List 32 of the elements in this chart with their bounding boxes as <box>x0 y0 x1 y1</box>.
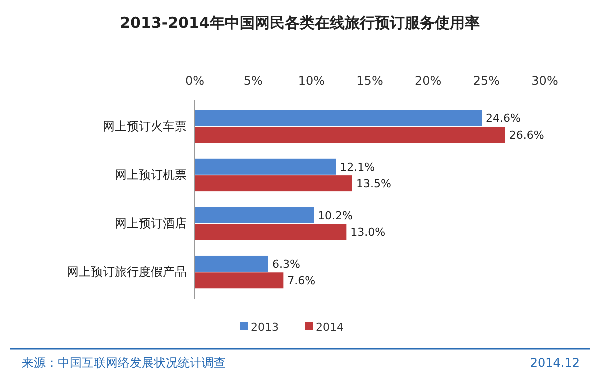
bar <box>195 176 352 192</box>
bar <box>195 256 268 272</box>
bar <box>195 272 284 289</box>
data-label: 13.5% <box>356 177 392 190</box>
chart-title: 2013-2014年中国网民各类在线旅行预订服务使用率 <box>120 14 480 32</box>
data-label: 6.3% <box>272 258 300 271</box>
data-label: 12.1% <box>340 160 376 174</box>
x-tick-label: 15% <box>356 74 384 88</box>
y-tick-label: 网上预订火车票 <box>103 120 187 134</box>
data-label: 7.6% <box>288 274 316 288</box>
legend-label: 2013 <box>251 320 279 334</box>
x-tick-label: 5% <box>244 74 263 88</box>
data-label: 24.6% <box>486 112 521 126</box>
source-note: 来源：中国互联网络发展状况统计调查 <box>22 356 226 370</box>
x-tick-label: 0% <box>185 74 205 88</box>
bar <box>195 207 314 224</box>
x-tick-label: 25% <box>473 74 500 88</box>
bar <box>195 224 347 240</box>
data-label: 26.6% <box>509 128 544 142</box>
bar <box>195 110 482 126</box>
x-tick-label: 20% <box>414 74 442 88</box>
y-tick-label: 网上预订旅行度假产品 <box>67 265 187 280</box>
bar <box>195 158 336 175</box>
text: 2014.12 <box>530 356 580 370</box>
legend-label: 2014 <box>316 320 344 334</box>
y-tick-label: 网上预订酒店 <box>115 216 187 231</box>
bar <box>195 127 506 144</box>
y-tick-label: 网上预订机票 <box>115 168 187 182</box>
x-tick-label: 30% <box>532 74 558 88</box>
data-label: 13.0% <box>350 226 386 239</box>
data-label: 10.2% <box>318 209 353 222</box>
x-tick-label: 10% <box>298 74 326 88</box>
